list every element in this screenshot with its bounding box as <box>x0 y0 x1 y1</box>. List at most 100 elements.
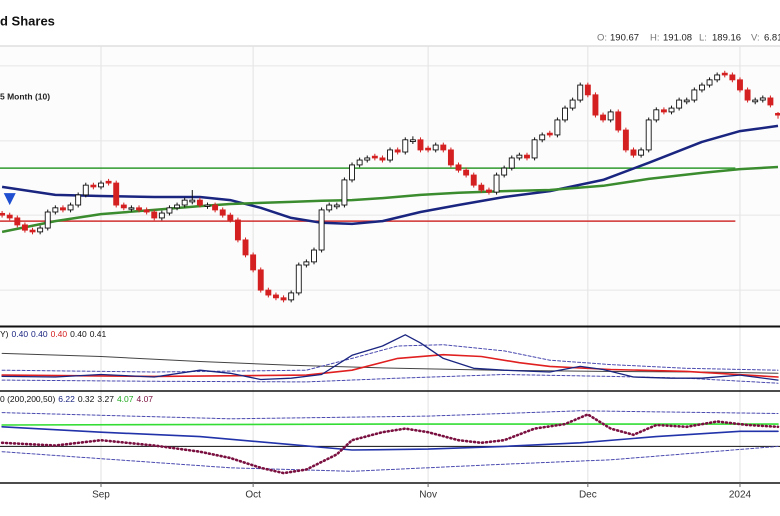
candle-body <box>295 264 302 294</box>
candle-body <box>759 97 766 101</box>
candle-body <box>371 155 378 159</box>
candle-body <box>6 214 13 219</box>
panel-label-part: 0.32 <box>78 394 95 404</box>
candle-body <box>44 211 51 229</box>
candle-body <box>554 119 561 136</box>
header-label: O: <box>597 33 607 44</box>
candle-body <box>516 154 523 159</box>
candle-body <box>546 132 553 136</box>
candle-body <box>379 157 386 161</box>
candle-body <box>409 139 416 143</box>
candle-body <box>113 182 120 206</box>
candle-body <box>562 107 568 121</box>
candle-body <box>158 212 165 219</box>
candle-body <box>775 112 780 116</box>
panel-label-part: 3.27 <box>97 394 114 404</box>
candle-body <box>478 184 485 191</box>
candle-body <box>653 109 660 121</box>
candle-body <box>744 89 751 101</box>
moving-average <box>1 124 779 226</box>
header-label: L: <box>699 33 707 44</box>
candle-body <box>212 204 219 211</box>
indicator-line <box>1 352 779 374</box>
panel-label-part: 4.07 <box>117 394 134 404</box>
candle-body <box>151 211 158 219</box>
ma-label: 5 Month (10) <box>0 91 50 101</box>
candle-body <box>326 204 333 211</box>
candle-body <box>455 164 462 171</box>
candle-body <box>128 207 135 210</box>
header-label: H: <box>650 33 660 44</box>
panel-label-part: 0.40 <box>70 329 87 339</box>
panel-label-part: 0.40 <box>51 329 68 339</box>
candle-body <box>196 199 203 206</box>
panel-label-part: 0.40 <box>12 329 29 339</box>
candle-body <box>622 129 629 151</box>
indicator-line <box>1 410 779 420</box>
candle-body <box>234 219 241 241</box>
candle-body <box>21 224 28 231</box>
candle-body <box>721 72 728 76</box>
moving-average <box>1 165 779 234</box>
header-value: 189.16 <box>712 33 741 44</box>
candle-body <box>257 269 264 291</box>
candle-body <box>569 99 576 109</box>
candle-body <box>676 99 683 109</box>
panel-label-part: 0.41 <box>90 329 107 339</box>
candle-body <box>539 134 546 141</box>
candle-body <box>280 297 287 301</box>
candle-body <box>219 209 226 216</box>
panel-label-part: 0.40 <box>31 329 48 339</box>
header-value: 191.08 <box>663 33 692 44</box>
candle-body <box>432 144 439 151</box>
candle-body <box>737 79 743 91</box>
candle-body <box>683 99 690 103</box>
candle-body <box>577 84 584 101</box>
candle-body <box>615 111 622 131</box>
candle-body <box>729 74 736 81</box>
candle-body <box>52 207 59 213</box>
panel-label: 0 (200,200,50) 6.22 0.32 3.27 4.07 4.07 <box>0 394 153 404</box>
candle-body <box>714 74 721 81</box>
candle-body <box>166 207 173 214</box>
candle-body <box>204 204 211 207</box>
candle-body <box>485 189 492 193</box>
header-label: V: <box>751 33 760 44</box>
candle-body <box>698 84 705 91</box>
x-tick-label: 2024 <box>729 490 752 501</box>
candle-body <box>493 174 500 193</box>
candle-body <box>387 149 394 161</box>
candle-body <box>120 204 127 209</box>
indicator-line <box>1 423 779 426</box>
candle-body <box>660 109 667 113</box>
candle-body <box>630 149 637 156</box>
header-value: 6.81 <box>764 33 780 44</box>
candle-body <box>333 204 340 208</box>
signal-marker <box>3 193 16 206</box>
x-tick-label: Dec <box>579 490 597 501</box>
candle-body <box>181 199 188 206</box>
x-tick-label: Oct <box>245 490 261 501</box>
candle-body <box>341 179 348 206</box>
candle-body <box>706 79 713 86</box>
candle-body <box>531 139 538 159</box>
candle-body <box>691 89 698 101</box>
candle-body <box>584 84 591 96</box>
candle-body <box>356 159 363 166</box>
candle-body <box>37 227 44 233</box>
candle-body <box>67 204 74 211</box>
indicator-line <box>1 353 779 378</box>
indicator-line <box>1 334 779 381</box>
candle-body <box>227 214 234 221</box>
candle-body <box>0 212 6 216</box>
candle-body <box>14 217 21 226</box>
candle-body <box>638 149 645 156</box>
candle-body <box>250 254 257 271</box>
candle-body <box>752 99 759 103</box>
candle-body <box>303 261 310 266</box>
header-value: 190.67 <box>610 33 639 44</box>
indicator-line <box>1 426 779 451</box>
candle-body <box>501 167 508 176</box>
candle-body <box>105 180 112 184</box>
